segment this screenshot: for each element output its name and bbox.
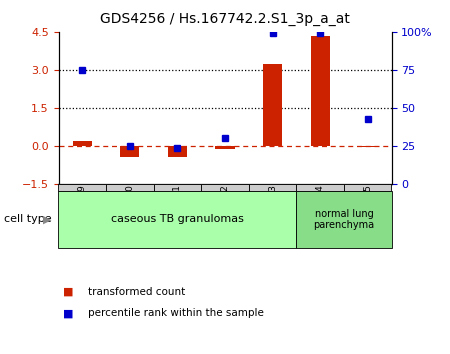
Text: GDS4256 / Hs.167742.2.S1_3p_a_at: GDS4256 / Hs.167742.2.S1_3p_a_at	[100, 12, 350, 27]
Bar	[344, 184, 392, 191]
Text: GSM501250: GSM501250	[126, 184, 135, 239]
Text: caseous TB granulomas: caseous TB granulomas	[111, 215, 244, 224]
Bar	[120, 146, 140, 158]
Bar	[153, 184, 201, 191]
Bar	[168, 146, 187, 158]
Bar	[263, 64, 282, 146]
Text: GSM501251: GSM501251	[173, 184, 182, 239]
Bar	[216, 146, 234, 149]
Bar	[297, 191, 392, 248]
Text: cell type: cell type	[4, 215, 52, 224]
Text: GSM501249: GSM501249	[78, 184, 87, 239]
Bar	[249, 184, 297, 191]
Bar	[310, 36, 330, 146]
Text: GSM501255: GSM501255	[363, 184, 372, 239]
Bar	[297, 184, 344, 191]
Text: percentile rank within the sample: percentile rank within the sample	[88, 308, 264, 318]
Text: GSM501254: GSM501254	[315, 184, 324, 239]
Text: GSM501252: GSM501252	[220, 184, 230, 239]
Bar	[106, 184, 153, 191]
Bar	[358, 146, 377, 147]
Bar	[201, 184, 249, 191]
Bar	[73, 141, 92, 146]
Bar	[58, 191, 297, 248]
Text: transformed count: transformed count	[88, 287, 185, 297]
Bar	[58, 184, 106, 191]
Text: ■: ■	[63, 308, 73, 318]
Text: ■: ■	[63, 287, 73, 297]
Text: ▶: ▶	[43, 215, 51, 224]
Text: GSM501253: GSM501253	[268, 184, 277, 239]
Text: normal lung
parenchyma: normal lung parenchyma	[313, 209, 374, 230]
